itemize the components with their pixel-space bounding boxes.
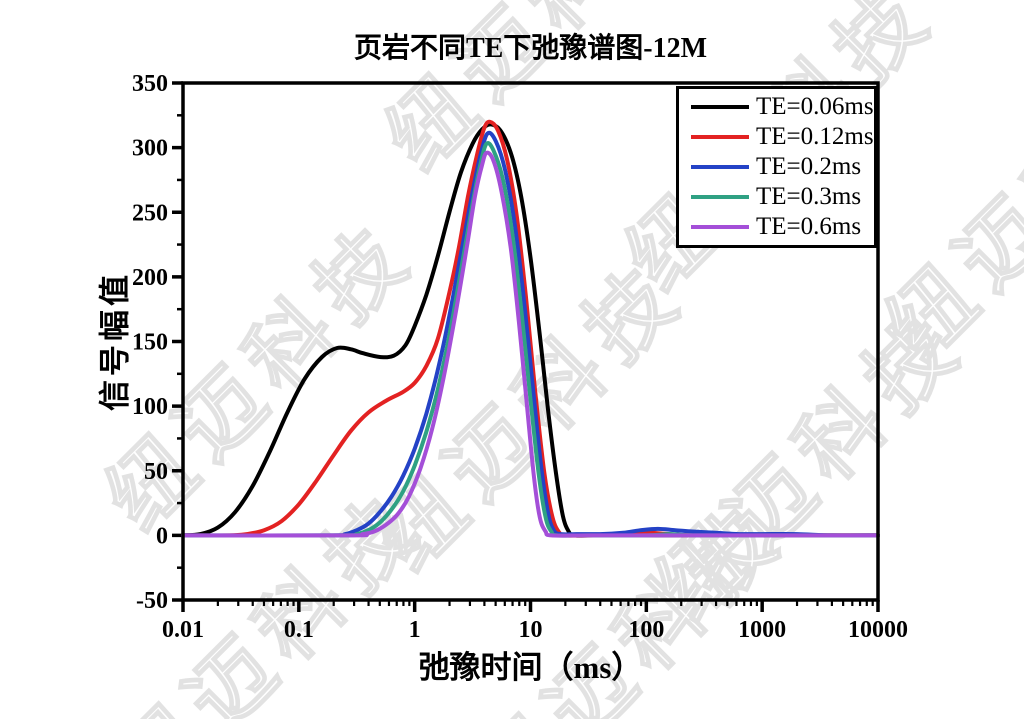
svg-text:10: 10	[519, 617, 543, 643]
svg-text:0: 0	[156, 523, 168, 549]
svg-text:1000: 1000	[738, 617, 786, 643]
svg-text:300: 300	[132, 136, 168, 162]
legend-line-swatch	[691, 195, 749, 199]
svg-text:150: 150	[132, 330, 168, 356]
y-axis-ticks: 350 300 250 200 150 100 50 0 -50	[132, 71, 183, 614]
svg-text:350: 350	[132, 71, 168, 97]
svg-text:0.01: 0.01	[162, 617, 204, 643]
legend-entry-te-0.6ms: TE=0.6ms	[691, 212, 868, 242]
svg-text:1: 1	[409, 617, 421, 643]
series-lines	[181, 119, 880, 538]
legend-entry-te-0.12ms: TE=0.12ms	[691, 122, 874, 152]
legend-label: TE=0.06ms	[756, 93, 874, 120]
legend-label: TE=0.12ms	[756, 123, 874, 150]
svg-text:10000: 10000	[848, 617, 908, 643]
chart-title: 页岩不同TE下弛豫谱图-12M	[353, 33, 708, 64]
legend-label: TE=0.2ms	[756, 153, 862, 180]
svg-text:250: 250	[132, 200, 168, 226]
svg-text:100: 100	[132, 394, 168, 420]
svg-text:200: 200	[132, 265, 168, 291]
legend-label: TE=0.3ms	[756, 183, 862, 210]
svg-text:100: 100	[628, 617, 664, 643]
x-axis-title: 弛豫时间（ms）	[418, 650, 643, 685]
legend-box: TE=0.06ms TE=0.12ms TE=0.2ms TE=0.3ms TE…	[676, 86, 877, 248]
series-line-TE=0.2ms	[181, 130, 880, 538]
svg-text:50: 50	[144, 459, 168, 485]
legend-label: TE=0.6ms	[756, 213, 862, 240]
legend-entry-te-0.06ms: TE=0.06ms	[691, 92, 874, 122]
plot-frame	[181, 81, 880, 602]
legend-entry-te-0.2ms: TE=0.2ms	[691, 152, 868, 182]
svg-text:0.1: 0.1	[284, 617, 314, 643]
legend-line-swatch	[691, 105, 749, 109]
svg-text:-50: -50	[136, 588, 168, 614]
legend-line-swatch	[691, 225, 749, 229]
legend-entry-te-0.3ms: TE=0.3ms	[691, 182, 868, 212]
legend-line-swatch	[691, 135, 749, 139]
x-axis-ticks: 0.01 0.1 1 10 100 1000 10000	[162, 600, 908, 643]
series-line-TE=0.6ms	[181, 150, 880, 538]
legend-line-swatch	[691, 165, 749, 169]
